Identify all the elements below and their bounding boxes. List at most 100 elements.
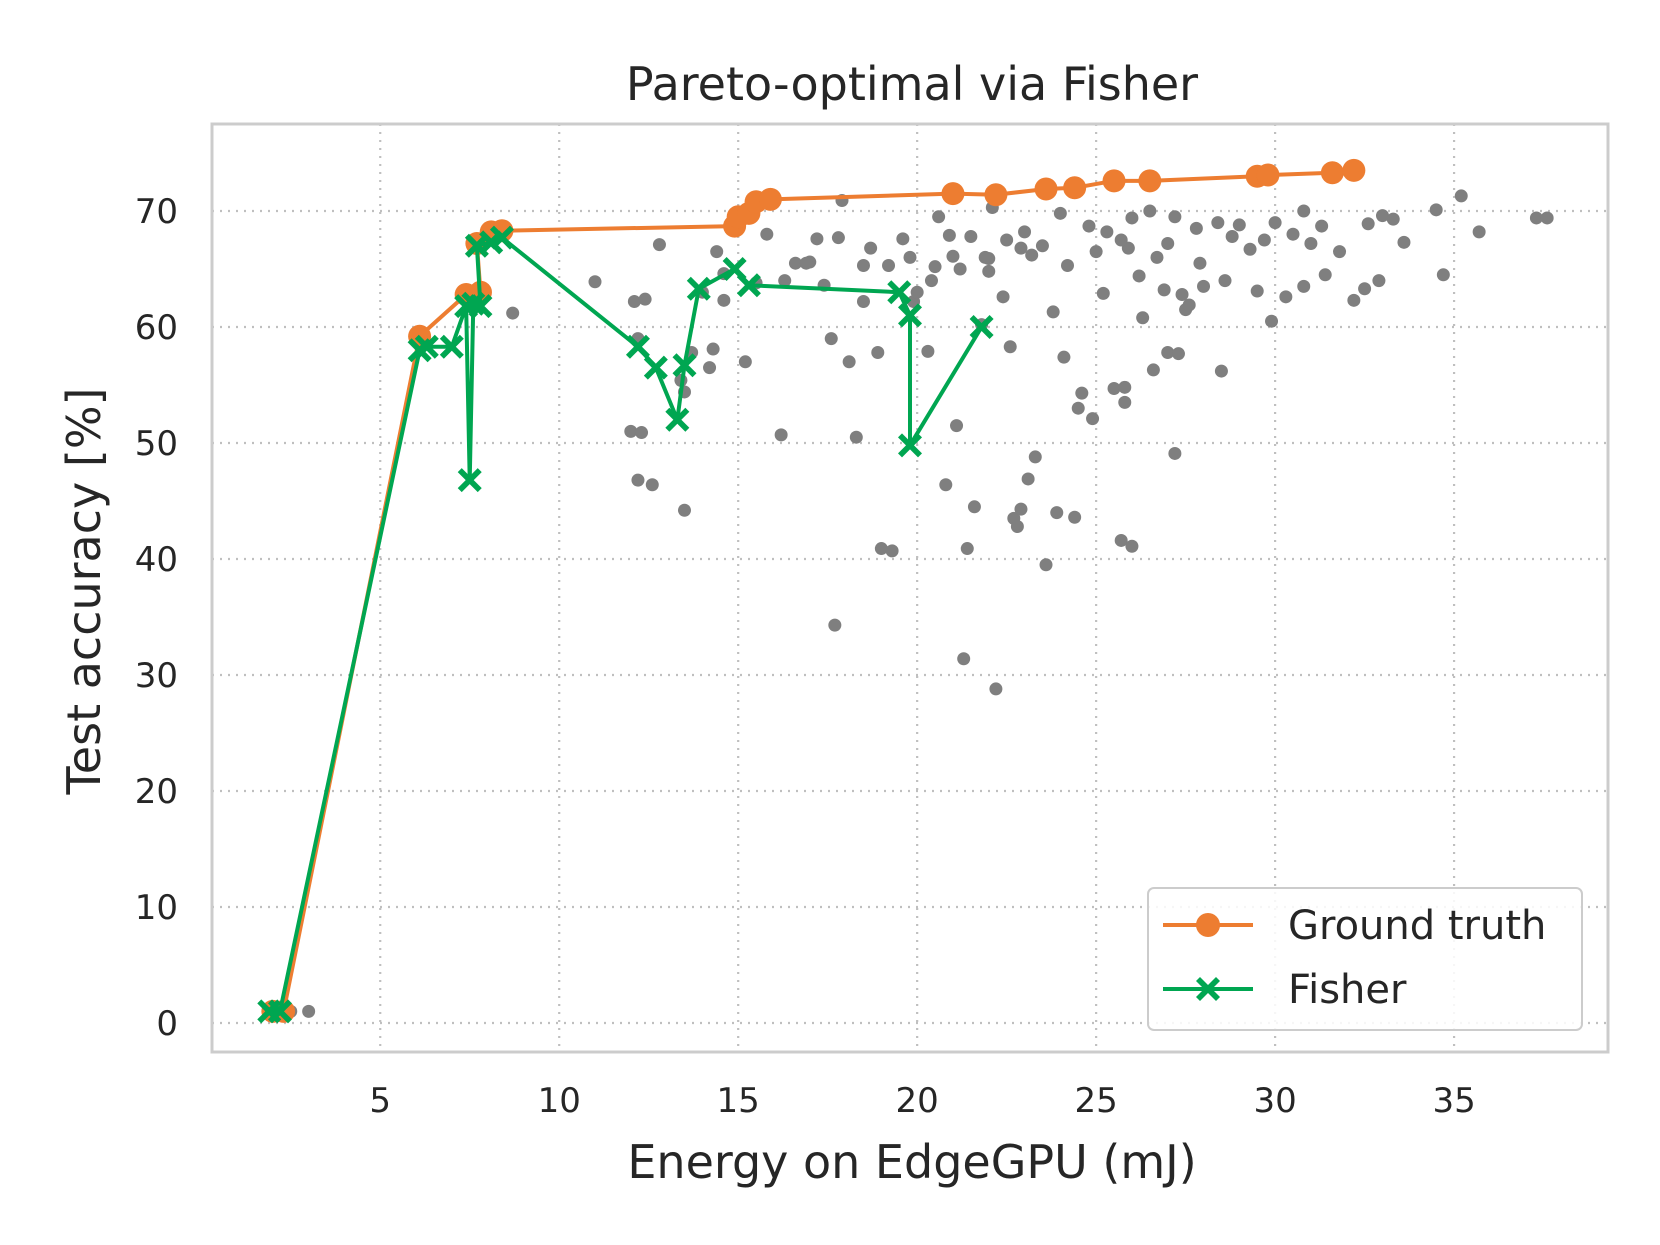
ground-truth-point — [984, 183, 1008, 207]
x-tick-label: 10 — [538, 1081, 581, 1121]
background-point — [1279, 290, 1293, 304]
background-point — [928, 260, 942, 274]
background-point — [1347, 293, 1361, 307]
background-point — [302, 1004, 316, 1018]
background-point — [638, 292, 652, 306]
background-point — [1039, 558, 1053, 572]
background-point — [1168, 446, 1182, 460]
legend-fisher-label: Fisher — [1288, 967, 1407, 1013]
fisher-marker-shape — [414, 334, 439, 359]
background-point — [1214, 364, 1228, 378]
fisher-point — [665, 407, 690, 432]
background-point — [1250, 284, 1264, 298]
background-point — [1361, 217, 1375, 231]
background-point — [1257, 233, 1271, 247]
background-point — [1028, 450, 1042, 464]
x-tick-label: 5 — [369, 1081, 391, 1121]
ground-truth-point — [1138, 169, 1162, 193]
background-point — [1182, 298, 1196, 312]
ground-truth-point — [1320, 161, 1344, 185]
ground-truth-point — [1196, 913, 1220, 937]
background-point — [1003, 340, 1017, 354]
background-point — [738, 355, 752, 369]
fisher-series — [257, 225, 994, 1024]
legend-box — [1147, 887, 1583, 1031]
background-point — [1397, 235, 1411, 249]
fisher-marker-shape — [686, 276, 711, 301]
background-point — [1071, 401, 1085, 415]
background-point — [799, 256, 813, 270]
fisher-marker-shape — [887, 280, 912, 305]
ground-truth-point — [941, 182, 965, 206]
fisher-marker-shape — [268, 999, 293, 1024]
background-point — [588, 275, 602, 289]
background-point — [1333, 245, 1347, 259]
fisher-point — [898, 303, 922, 328]
background-point — [932, 210, 946, 224]
background-point — [1197, 279, 1211, 293]
background-point — [864, 241, 878, 255]
background-point — [1318, 268, 1332, 282]
background-point — [717, 293, 731, 307]
background-point — [1193, 256, 1207, 270]
background-point — [1540, 211, 1554, 225]
background-point — [1454, 189, 1468, 203]
background-point — [1000, 233, 1014, 247]
background-point — [1118, 380, 1132, 394]
background-point — [1315, 219, 1329, 233]
fisher-point — [625, 334, 650, 359]
background-point — [506, 306, 520, 320]
background-point — [1436, 268, 1450, 282]
background-point — [1143, 204, 1157, 218]
background-point — [652, 238, 666, 252]
background-point — [874, 542, 888, 556]
background-points — [284, 189, 1554, 1018]
background-point — [1286, 227, 1300, 241]
legend-fisher-marker — [1196, 977, 1220, 1001]
background-point — [710, 245, 724, 259]
chart-title: Pareto-optimal via Fisher — [626, 57, 1198, 111]
background-point — [1132, 269, 1146, 283]
background-point — [1014, 502, 1028, 516]
background-point — [1060, 259, 1074, 273]
background-point — [624, 424, 638, 438]
background-point — [946, 249, 960, 263]
background-point — [1472, 225, 1486, 239]
background-point — [1268, 216, 1282, 230]
background-point — [1089, 245, 1103, 259]
background-point — [1125, 211, 1139, 225]
background-point — [760, 227, 774, 241]
background-point — [1175, 288, 1189, 302]
fisher-marker-shape — [457, 468, 482, 493]
ground-truth-point — [1102, 169, 1126, 193]
background-point — [1225, 230, 1239, 244]
y-tick-label: 10 — [135, 888, 178, 928]
background-point — [1136, 311, 1150, 325]
background-point — [849, 430, 863, 444]
fisher-point — [672, 353, 697, 378]
background-point — [703, 361, 717, 375]
background-point — [635, 426, 649, 440]
background-point — [1189, 221, 1203, 235]
background-point — [882, 259, 896, 273]
plot-frame — [210, 122, 1610, 1054]
fisher-point — [686, 276, 711, 301]
background-point — [885, 544, 899, 558]
fisher-point — [736, 273, 761, 298]
background-point — [778, 274, 792, 288]
fisher-point — [468, 294, 493, 319]
background-point — [1014, 241, 1028, 255]
fisher-marker-shape — [736, 273, 761, 298]
legend: Ground truth Fisher — [1147, 887, 1583, 1031]
fisher-marker-shape — [625, 334, 650, 359]
background-point — [1429, 203, 1443, 217]
background-point — [1218, 274, 1232, 288]
background-point — [1168, 210, 1182, 224]
fisher-point — [457, 468, 482, 493]
background-point — [1243, 242, 1257, 256]
background-point — [1304, 236, 1318, 250]
background-point — [1025, 248, 1039, 262]
background-point — [1053, 206, 1067, 220]
y-tick-label: 30 — [135, 656, 178, 696]
